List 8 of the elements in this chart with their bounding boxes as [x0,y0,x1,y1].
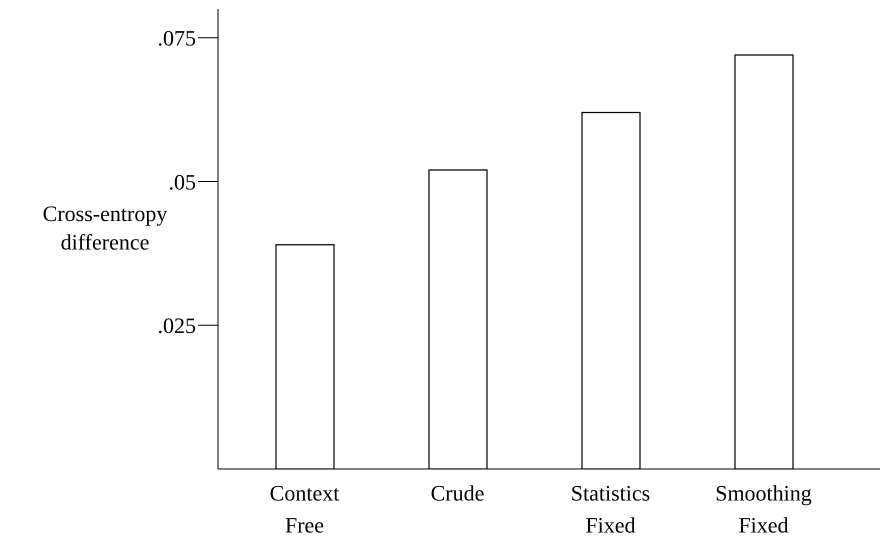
x-tick-label: Crude [430,480,484,506]
x-tick-label: Statistics Fixed [570,480,650,538]
y-tick-label: .025 [158,313,196,338]
y-axis-title: Cross-entropy difference [42,201,168,255]
x-tick-label: Context Free [270,480,340,538]
y-tick-label: .075 [158,26,196,51]
x-tick-label: Smoothing Fixed [715,480,812,538]
y-tick-label: .05 [168,169,196,194]
